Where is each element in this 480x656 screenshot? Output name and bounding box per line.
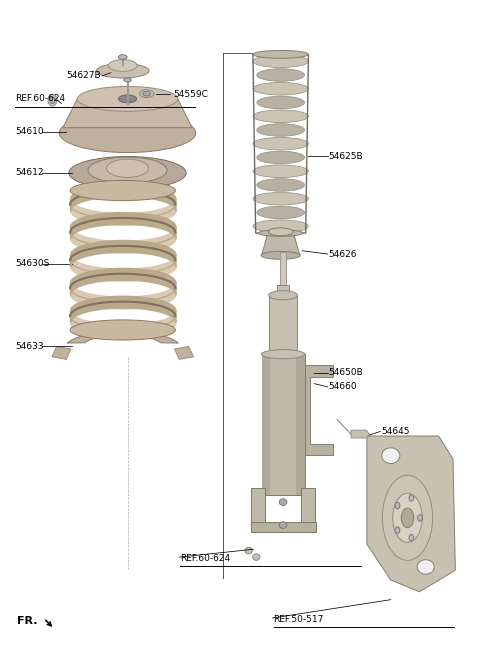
Ellipse shape <box>253 137 309 150</box>
Ellipse shape <box>70 180 175 201</box>
Ellipse shape <box>253 220 309 232</box>
Polygon shape <box>52 346 71 359</box>
Ellipse shape <box>70 320 175 340</box>
Bar <box>251 522 316 531</box>
Text: 54559C: 54559C <box>173 90 208 99</box>
Ellipse shape <box>60 113 196 153</box>
Ellipse shape <box>124 78 132 82</box>
Ellipse shape <box>269 291 298 300</box>
Bar <box>252 488 265 531</box>
Polygon shape <box>305 365 333 455</box>
Ellipse shape <box>418 514 422 521</box>
Ellipse shape <box>261 251 300 259</box>
Ellipse shape <box>50 97 55 104</box>
Ellipse shape <box>279 499 287 505</box>
Text: 54650B: 54650B <box>328 368 363 377</box>
Ellipse shape <box>257 69 304 81</box>
Text: 54633: 54633 <box>15 342 44 351</box>
Ellipse shape <box>48 94 57 106</box>
Ellipse shape <box>257 96 304 109</box>
Text: 54660: 54660 <box>328 382 357 392</box>
Polygon shape <box>367 436 456 592</box>
Ellipse shape <box>268 228 293 236</box>
Ellipse shape <box>245 547 252 554</box>
Ellipse shape <box>262 350 305 359</box>
Text: REF.50-517: REF.50-517 <box>274 615 324 624</box>
Ellipse shape <box>257 206 304 219</box>
Ellipse shape <box>69 157 186 189</box>
Ellipse shape <box>417 560 434 574</box>
Ellipse shape <box>257 151 304 164</box>
Bar <box>277 285 289 297</box>
Ellipse shape <box>393 493 422 543</box>
Bar <box>262 354 270 495</box>
Ellipse shape <box>88 157 167 183</box>
Bar <box>301 488 315 531</box>
Ellipse shape <box>253 192 309 205</box>
Polygon shape <box>351 430 369 438</box>
Polygon shape <box>174 346 193 359</box>
Polygon shape <box>262 232 300 255</box>
Ellipse shape <box>279 522 287 528</box>
Ellipse shape <box>253 165 309 178</box>
Text: 54626: 54626 <box>328 249 357 258</box>
Ellipse shape <box>140 90 154 98</box>
Ellipse shape <box>382 448 400 464</box>
Bar <box>269 295 298 354</box>
Ellipse shape <box>253 110 309 123</box>
Text: FR.: FR. <box>17 616 38 626</box>
Ellipse shape <box>108 60 137 72</box>
Ellipse shape <box>401 508 414 527</box>
Ellipse shape <box>253 83 309 95</box>
Ellipse shape <box>258 230 303 236</box>
Text: REF.60-624: REF.60-624 <box>180 554 230 563</box>
Ellipse shape <box>77 87 178 112</box>
Bar <box>262 354 305 495</box>
Ellipse shape <box>253 51 309 58</box>
Polygon shape <box>67 331 179 343</box>
Text: 54627B: 54627B <box>67 72 101 81</box>
Ellipse shape <box>96 64 149 78</box>
Bar <box>296 354 305 495</box>
Ellipse shape <box>409 495 414 501</box>
Polygon shape <box>63 99 192 128</box>
Text: REF.60-624: REF.60-624 <box>15 94 65 104</box>
Ellipse shape <box>252 554 260 560</box>
Text: 54625B: 54625B <box>328 152 363 161</box>
Ellipse shape <box>395 527 400 533</box>
Ellipse shape <box>383 476 432 560</box>
Ellipse shape <box>119 54 127 59</box>
Text: 54645: 54645 <box>381 427 410 436</box>
Ellipse shape <box>107 159 149 177</box>
Text: 54612: 54612 <box>15 169 44 177</box>
Bar <box>280 252 287 297</box>
Ellipse shape <box>409 535 414 541</box>
Text: 54630S: 54630S <box>15 259 49 268</box>
Ellipse shape <box>257 178 304 192</box>
Ellipse shape <box>143 91 151 96</box>
Ellipse shape <box>253 55 309 68</box>
Text: 54610: 54610 <box>15 127 44 136</box>
Ellipse shape <box>257 124 304 136</box>
Ellipse shape <box>119 95 137 103</box>
Ellipse shape <box>395 502 400 509</box>
